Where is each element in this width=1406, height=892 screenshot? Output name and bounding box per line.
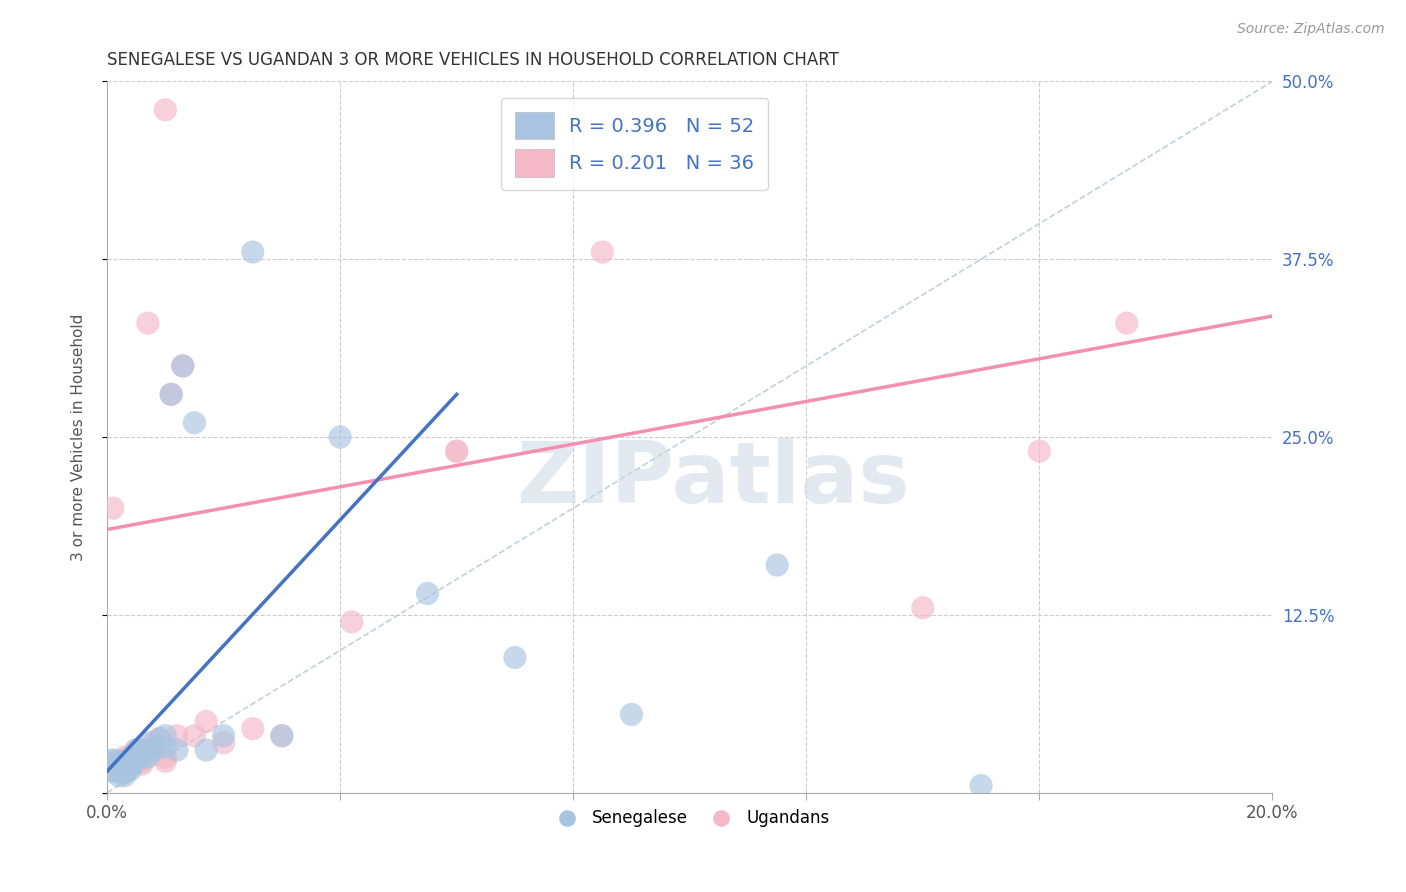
- Point: [131, 757, 153, 772]
- Point: [1028, 444, 1050, 458]
- Point: [148, 731, 170, 746]
- Point: [120, 755, 142, 769]
- Point: [160, 387, 183, 401]
- Legend: Senegalese, Ugandans: Senegalese, Ugandans: [544, 803, 837, 834]
- Point: [136, 316, 159, 330]
- Point: [911, 600, 934, 615]
- Point: [114, 755, 136, 769]
- Point: [125, 755, 148, 769]
- Point: [125, 743, 148, 757]
- Point: [120, 757, 142, 772]
- Point: [125, 750, 148, 764]
- Point: [101, 760, 124, 774]
- Point: [107, 757, 129, 772]
- Point: [125, 750, 148, 764]
- Point: [172, 359, 194, 373]
- Point: [107, 762, 129, 776]
- Point: [120, 760, 142, 774]
- Point: [114, 755, 136, 769]
- Point: [166, 729, 188, 743]
- Text: SENEGALESE VS UGANDAN 3 OR MORE VEHICLES IN HOUSEHOLD CORRELATION CHART: SENEGALESE VS UGANDAN 3 OR MORE VEHICLES…: [107, 51, 839, 69]
- Point: [120, 755, 142, 769]
- Point: [125, 743, 148, 757]
- Point: [136, 736, 159, 750]
- Point: [107, 755, 129, 769]
- Point: [970, 779, 993, 793]
- Point: [503, 650, 526, 665]
- Point: [155, 729, 177, 743]
- Point: [125, 746, 148, 760]
- Point: [620, 707, 643, 722]
- Point: [120, 763, 142, 777]
- Point: [446, 444, 468, 458]
- Point: [114, 760, 136, 774]
- Point: [107, 757, 129, 772]
- Point: [155, 103, 177, 117]
- Point: [212, 736, 235, 750]
- Point: [329, 430, 352, 444]
- Point: [270, 729, 292, 743]
- Point: [114, 765, 136, 780]
- Point: [195, 743, 218, 757]
- Point: [114, 757, 136, 772]
- Point: [120, 757, 142, 772]
- Point: [107, 755, 129, 769]
- Point: [242, 722, 264, 736]
- Point: [1115, 316, 1137, 330]
- Point: [155, 750, 177, 764]
- Point: [101, 753, 124, 767]
- Point: [416, 586, 439, 600]
- Text: ZIPatlas: ZIPatlas: [516, 438, 910, 521]
- Point: [131, 755, 153, 769]
- Point: [136, 743, 159, 757]
- Point: [142, 743, 165, 757]
- Point: [131, 750, 153, 764]
- Point: [101, 764, 124, 779]
- Point: [142, 736, 165, 750]
- Point: [131, 743, 153, 757]
- Point: [766, 558, 789, 572]
- Point: [107, 760, 129, 774]
- Point: [114, 750, 136, 764]
- Point: [212, 729, 235, 743]
- Point: [340, 615, 363, 629]
- Text: Source: ZipAtlas.com: Source: ZipAtlas.com: [1237, 22, 1385, 37]
- Point: [195, 714, 218, 729]
- Point: [101, 755, 124, 769]
- Point: [155, 740, 177, 755]
- Point: [446, 444, 468, 458]
- Point: [242, 245, 264, 260]
- Y-axis label: 3 or more Vehicles in Household: 3 or more Vehicles in Household: [72, 313, 86, 561]
- Point: [166, 743, 188, 757]
- Point: [160, 387, 183, 401]
- Point: [270, 729, 292, 743]
- Point: [114, 760, 136, 774]
- Point: [142, 746, 165, 760]
- Point: [114, 768, 136, 782]
- Point: [142, 740, 165, 755]
- Point: [183, 416, 205, 430]
- Point: [136, 746, 159, 760]
- Point: [131, 746, 153, 760]
- Point: [107, 764, 129, 779]
- Point: [591, 245, 613, 260]
- Point: [114, 763, 136, 777]
- Point: [136, 750, 159, 764]
- Point: [101, 757, 124, 772]
- Point: [120, 750, 142, 764]
- Point: [114, 764, 136, 779]
- Point: [120, 750, 142, 764]
- Point: [155, 755, 177, 769]
- Point: [148, 731, 170, 746]
- Point: [101, 501, 124, 516]
- Point: [172, 359, 194, 373]
- Point: [107, 768, 129, 782]
- Point: [183, 729, 205, 743]
